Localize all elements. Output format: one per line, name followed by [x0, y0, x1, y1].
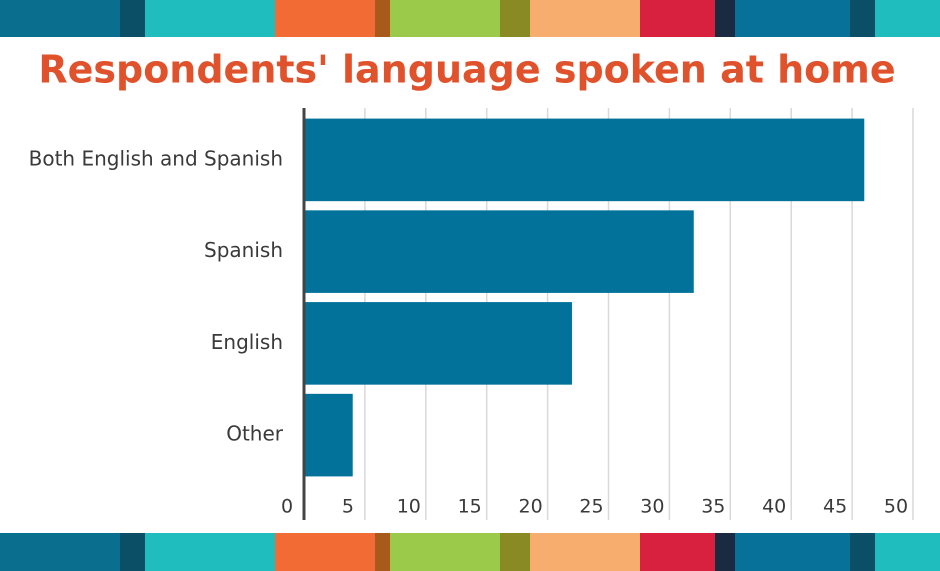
- x-tick-label: 0: [281, 496, 293, 518]
- x-tick-label: 45: [823, 496, 847, 518]
- y-tick-label: English: [211, 330, 283, 354]
- x-tick-label: 5: [342, 496, 354, 518]
- bar: [304, 210, 694, 293]
- y-tick-label: Spanish: [204, 238, 283, 262]
- x-tick-label: 20: [519, 496, 543, 518]
- x-tick-label: 40: [762, 496, 786, 518]
- x-tick-label: 30: [640, 496, 664, 518]
- top-stripe: [0, 0, 940, 37]
- x-tick-label: 35: [701, 496, 725, 518]
- x-tick-label: 50: [884, 496, 908, 518]
- bottom-stripe: [0, 533, 940, 571]
- chart-title: Respondents' language spoken at home: [38, 48, 895, 92]
- x-tick-label: 10: [397, 496, 421, 518]
- x-tick-label: 25: [579, 496, 603, 518]
- bar: [304, 118, 865, 202]
- y-tick-label: Both English and Spanish: [29, 146, 283, 170]
- bar: [304, 302, 572, 385]
- y-tick-label: Other: [226, 422, 284, 446]
- x-tick-label: 15: [458, 496, 482, 518]
- bar: [304, 393, 353, 477]
